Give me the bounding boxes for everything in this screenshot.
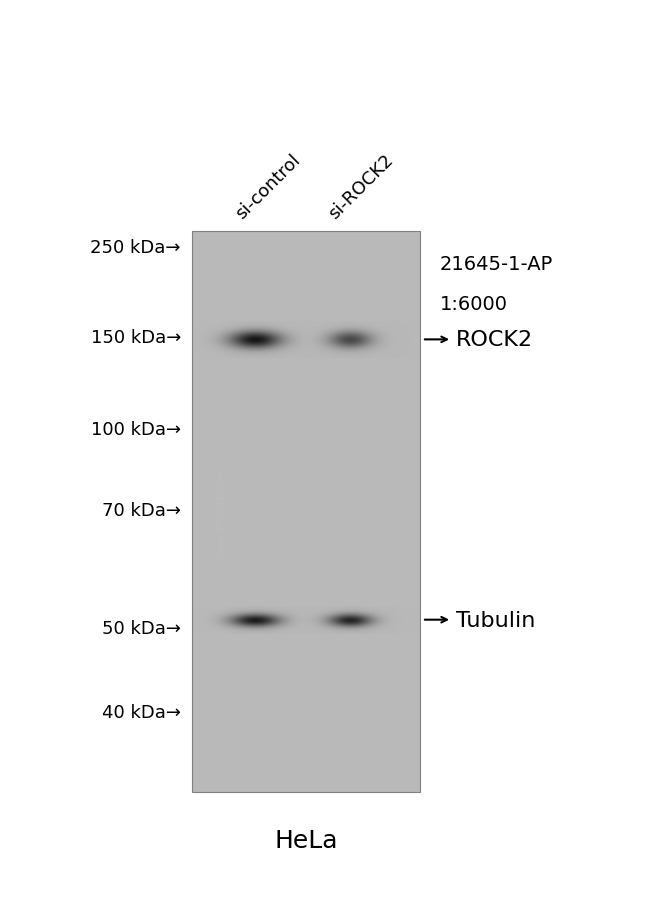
Text: 150 kDa→: 150 kDa→ — [91, 329, 181, 347]
Text: 70 kDa→: 70 kDa→ — [102, 501, 181, 519]
Text: www.PTGLAB.com: www.PTGLAB.com — [217, 468, 227, 557]
Text: si-ROCK2: si-ROCK2 — [325, 152, 397, 223]
Text: 21645-1-AP: 21645-1-AP — [440, 255, 553, 274]
Text: ROCK2: ROCK2 — [456, 330, 533, 350]
Text: 40 kDa→: 40 kDa→ — [102, 703, 181, 721]
Text: 100 kDa→: 100 kDa→ — [91, 421, 181, 439]
Text: Tubulin: Tubulin — [456, 610, 535, 630]
Text: 50 kDa→: 50 kDa→ — [102, 619, 181, 637]
Bar — [192, 232, 420, 792]
Text: 250 kDa→: 250 kDa→ — [91, 239, 181, 257]
Text: 1:6000: 1:6000 — [440, 295, 508, 314]
Text: HeLa: HeLa — [274, 828, 338, 852]
Text: si-control: si-control — [232, 152, 304, 223]
